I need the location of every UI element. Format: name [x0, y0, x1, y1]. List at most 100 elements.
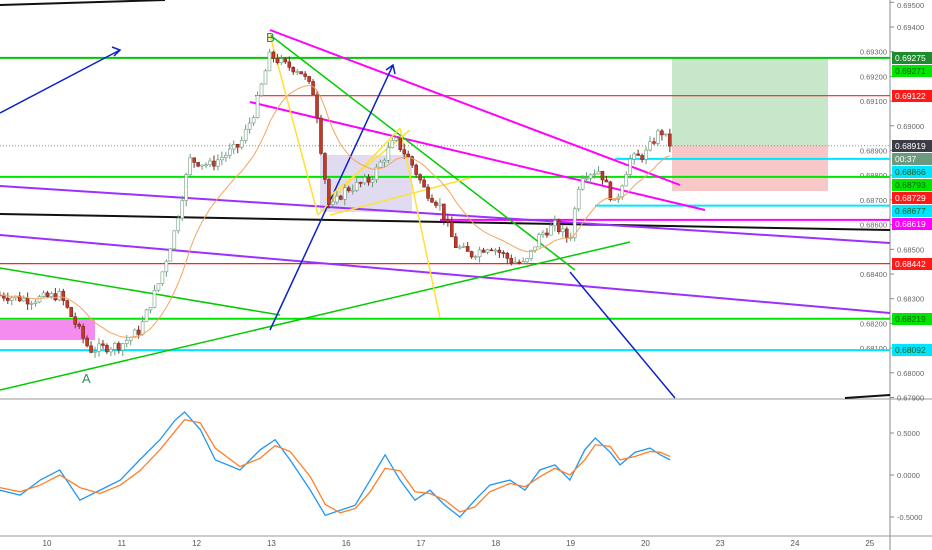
time-tick-label: 25 [865, 539, 874, 548]
candle-down [501, 252, 506, 254]
candle-down [557, 220, 561, 233]
candle-down [291, 67, 296, 73]
candle-down [509, 257, 514, 264]
candle-up [620, 185, 625, 198]
candle-up [176, 217, 181, 232]
candle-down [608, 181, 613, 200]
price-tick-label-bg [857, 70, 888, 81]
moving-average-line [0, 84, 671, 338]
candle-up [493, 249, 498, 252]
candle-down [398, 137, 403, 151]
price-tick-label: 0.68600 [860, 221, 887, 230]
osc-tick-label: -0.5000 [897, 513, 922, 522]
candle-down [17, 295, 22, 302]
candle-up [231, 144, 236, 150]
candle-down [81, 326, 85, 339]
time-tick-label: 18 [491, 539, 500, 548]
price-label: 0.68919 [892, 139, 932, 152]
price-label: 0.68619 [892, 217, 932, 230]
candle-down [346, 187, 351, 191]
oscillator-main-line [0, 411, 671, 518]
candle-up [331, 201, 335, 205]
candle-down [101, 343, 105, 346]
candle-up [457, 246, 462, 249]
price-tick-label: 0.69400 [897, 23, 924, 32]
candle-up [97, 343, 101, 352]
candle-down [358, 182, 363, 184]
price-tick-label-bg [857, 169, 888, 180]
candle-up [156, 283, 161, 291]
candle-down [323, 153, 327, 180]
price-tick-label: 0.68800 [860, 171, 887, 180]
candle-up [243, 128, 248, 141]
candle-down [410, 156, 414, 166]
price-tick-label: 0.68200 [860, 319, 887, 328]
price-label: 0.68793 [892, 178, 932, 191]
candle-up [529, 249, 533, 259]
candle-down [61, 290, 66, 301]
candle-down [430, 197, 434, 203]
candle-up [49, 293, 54, 297]
candle-up [220, 157, 224, 161]
candle-up [164, 260, 169, 273]
candle-up [588, 174, 593, 179]
yellow-pattern-line [399, 127, 441, 319]
candle-up [624, 174, 629, 187]
price-tick-label-bg [857, 268, 888, 278]
price-tick-label-bg [857, 317, 888, 328]
arrow-head-icon [111, 46, 122, 57]
candle-down [196, 162, 200, 167]
candle-up [267, 51, 272, 72]
black-trendline [844, 394, 891, 399]
candle-up [263, 70, 268, 85]
price-tick-label: 0.68500 [897, 245, 924, 254]
price-tick-label-bg [857, 218, 888, 229]
candle-down [465, 246, 470, 252]
candle-down [564, 228, 569, 239]
candle-up [204, 164, 208, 166]
candle-up [120, 343, 125, 351]
time-tick-label: 16 [342, 539, 351, 548]
candle-down [315, 94, 319, 119]
time-tick-label: 10 [43, 539, 52, 548]
candle-down [414, 164, 418, 175]
candle-up [461, 246, 466, 248]
candle-down [366, 177, 371, 183]
candle-down [73, 316, 77, 325]
price-tick-label-bg [857, 144, 888, 155]
candle-up [644, 149, 648, 160]
price-label: 0.68729 [892, 191, 932, 204]
candle-up [33, 301, 38, 304]
candle-down [105, 345, 109, 353]
blue-arrow-line [269, 64, 394, 331]
time-tick-label: 17 [417, 539, 426, 548]
candle-up [160, 271, 165, 285]
price-tick-label: 0.68400 [860, 270, 887, 279]
time-tick-label: 24 [791, 539, 800, 548]
candle-down [469, 251, 474, 258]
black-trendline [0, 0, 166, 6]
candle-up [561, 228, 565, 233]
candle-up [216, 159, 220, 167]
candle-up [188, 157, 192, 176]
pattern-label-b: B [266, 30, 275, 45]
candle-down [339, 195, 343, 200]
candle-up [584, 177, 589, 180]
candle-up [239, 140, 244, 148]
candle-down [327, 179, 331, 205]
candle-down [303, 73, 307, 77]
price-tick-label: 0.68900 [860, 147, 887, 156]
price-tick-label-bg [857, 95, 888, 106]
candle-down [69, 307, 74, 317]
candle-up [295, 71, 300, 73]
candle-up [513, 261, 518, 264]
candle-up [656, 130, 660, 144]
candle-down [453, 236, 458, 248]
candle-up [632, 153, 636, 160]
position-stop-zone [672, 145, 828, 191]
green-trendline [0, 267, 281, 316]
price-tick-label: 0.69000 [897, 122, 924, 131]
candle-up [648, 141, 652, 151]
candle-down [402, 149, 407, 155]
